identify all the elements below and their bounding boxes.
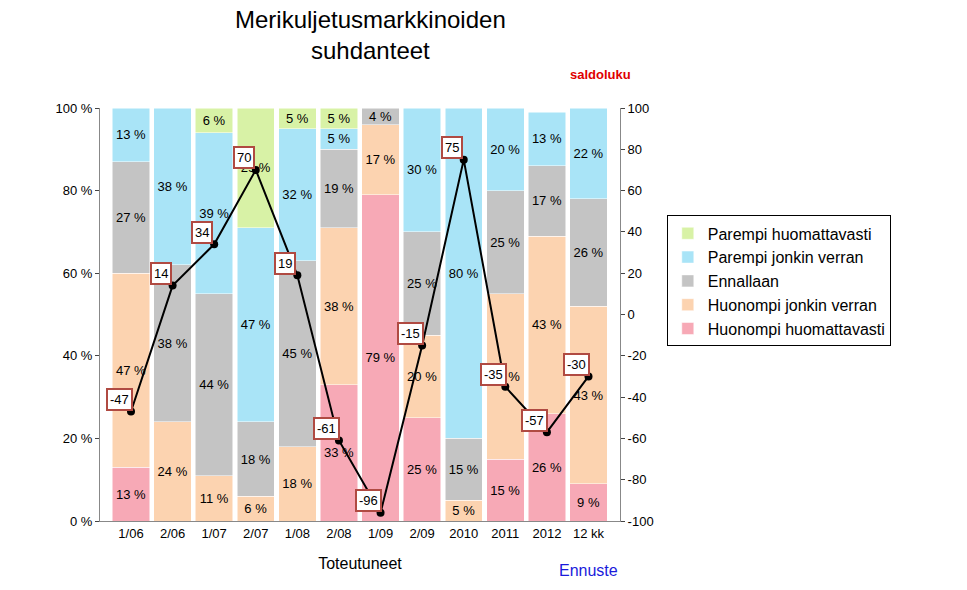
svg-text:44 %: 44 % <box>199 377 229 392</box>
svg-text:34: 34 <box>195 225 209 240</box>
svg-text:0 %: 0 % <box>70 514 93 529</box>
svg-text:13 %: 13 % <box>532 131 562 146</box>
svg-text:40 %: 40 % <box>490 369 520 384</box>
svg-text:5 %: 5 % <box>328 131 351 146</box>
svg-text:33 %: 33 % <box>324 445 354 460</box>
svg-text:25 %: 25 % <box>407 462 437 477</box>
svg-text:47 %: 47 % <box>116 363 146 378</box>
svg-text:-47: -47 <box>110 392 129 407</box>
svg-text:Ennallaan: Ennallaan <box>708 273 779 290</box>
svg-text:-100: -100 <box>628 514 654 529</box>
svg-text:60: 60 <box>628 183 642 198</box>
svg-text:5 %: 5 % <box>452 503 475 518</box>
svg-text:2011: 2011 <box>491 526 519 541</box>
svg-text:1/09: 1/09 <box>368 526 393 541</box>
svg-text:0: 0 <box>628 307 635 322</box>
svg-text:saldoluku: saldoluku <box>570 67 631 82</box>
svg-text:20: 20 <box>628 266 642 281</box>
svg-text:100: 100 <box>628 101 650 116</box>
svg-text:1/07: 1/07 <box>202 526 227 541</box>
svg-text:38 %: 38 % <box>158 336 188 351</box>
svg-text:2/08: 2/08 <box>326 526 351 541</box>
svg-text:40: 40 <box>628 224 642 239</box>
svg-text:15 %: 15 % <box>449 462 479 477</box>
svg-text:40 %: 40 % <box>63 348 93 363</box>
svg-text:Huonompi huomattavasti: Huonompi huomattavasti <box>708 321 885 338</box>
svg-text:18 %: 18 % <box>241 452 271 467</box>
svg-text:-57: -57 <box>525 413 544 428</box>
svg-text:24 %: 24 % <box>158 464 188 479</box>
svg-text:70: 70 <box>237 150 251 165</box>
svg-text:25 %: 25 % <box>490 235 520 250</box>
svg-text:Ennuste: Ennuste <box>559 562 618 579</box>
svg-text:26 %: 26 % <box>573 245 603 260</box>
svg-text:13 %: 13 % <box>116 127 146 142</box>
svg-text:14: 14 <box>154 266 168 281</box>
svg-text:18 %: 18 % <box>282 476 312 491</box>
svg-text:-30: -30 <box>567 357 586 372</box>
svg-text:6 %: 6 % <box>203 113 226 128</box>
svg-text:2/09: 2/09 <box>409 526 434 541</box>
svg-text:-35: -35 <box>484 367 503 382</box>
svg-text:79 %: 79 % <box>366 350 396 365</box>
svg-text:Parempi jonkin verran: Parempi jonkin verran <box>708 249 864 266</box>
svg-text:2/07: 2/07 <box>243 526 268 541</box>
svg-text:-60: -60 <box>628 431 647 446</box>
svg-text:-20: -20 <box>628 348 647 363</box>
svg-text:100 %: 100 % <box>56 101 93 116</box>
svg-text:2010: 2010 <box>449 526 478 541</box>
svg-text:43 %: 43 % <box>573 388 603 403</box>
svg-text:47 %: 47 % <box>241 317 271 332</box>
svg-text:-40: -40 <box>628 390 647 405</box>
svg-text:1/06: 1/06 <box>118 526 143 541</box>
svg-text:20 %: 20 % <box>490 142 520 157</box>
svg-text:6 %: 6 % <box>244 501 267 516</box>
svg-text:26 %: 26 % <box>532 460 562 475</box>
svg-text:25 %: 25 % <box>407 276 437 291</box>
svg-text:20 %: 20 % <box>407 369 437 384</box>
svg-text:2012: 2012 <box>532 526 561 541</box>
svg-text:-96: -96 <box>359 493 378 508</box>
svg-text:Toteutuneet: Toteutuneet <box>318 555 402 572</box>
svg-text:-80: -80 <box>628 472 647 487</box>
svg-text:43 %: 43 % <box>532 317 562 332</box>
svg-text:39 %: 39 % <box>199 206 229 221</box>
svg-text:13 %: 13 % <box>116 487 146 502</box>
svg-text:5 %: 5 % <box>328 111 351 126</box>
svg-text:15 %: 15 % <box>490 483 520 498</box>
svg-text:80 %: 80 % <box>63 183 93 198</box>
svg-text:32 %: 32 % <box>282 187 312 202</box>
svg-text:-15: -15 <box>401 326 420 341</box>
svg-text:20 %: 20 % <box>63 431 93 446</box>
svg-text:1/08: 1/08 <box>285 526 310 541</box>
svg-text:60 %: 60 % <box>63 266 93 281</box>
svg-text:75: 75 <box>445 140 459 155</box>
svg-text:2/06: 2/06 <box>160 526 185 541</box>
svg-text:-61: -61 <box>317 421 336 436</box>
svg-text:Huonompi jonkin verran: Huonompi jonkin verran <box>708 297 877 314</box>
svg-text:9 %: 9 % <box>577 495 600 510</box>
svg-text:5 %: 5 % <box>286 111 309 126</box>
svg-text:Parempi huomattavasti: Parempi huomattavasti <box>708 226 872 243</box>
svg-text:Merikuljetusmarkkinoidensuhdan: Merikuljetusmarkkinoidensuhdanteet <box>235 6 506 64</box>
svg-text:38 %: 38 % <box>158 179 188 194</box>
svg-text:17 %: 17 % <box>366 152 396 167</box>
svg-text:38 %: 38 % <box>324 299 354 314</box>
svg-text:29 %: 29 % <box>241 160 271 175</box>
svg-text:4 %: 4 % <box>369 109 392 124</box>
svg-text:80 %: 80 % <box>449 266 479 281</box>
svg-text:19: 19 <box>278 256 292 271</box>
svg-text:12 kk: 12 kk <box>573 526 605 541</box>
svg-text:27 %: 27 % <box>116 210 146 225</box>
svg-text:45 %: 45 % <box>282 346 312 361</box>
svg-text:11 %: 11 % <box>200 491 229 506</box>
svg-text:80: 80 <box>628 142 642 157</box>
svg-text:30 %: 30 % <box>407 162 437 177</box>
svg-text:19 %: 19 % <box>324 181 354 196</box>
svg-text:22 %: 22 % <box>573 146 603 161</box>
svg-text:17 %: 17 % <box>532 193 562 208</box>
